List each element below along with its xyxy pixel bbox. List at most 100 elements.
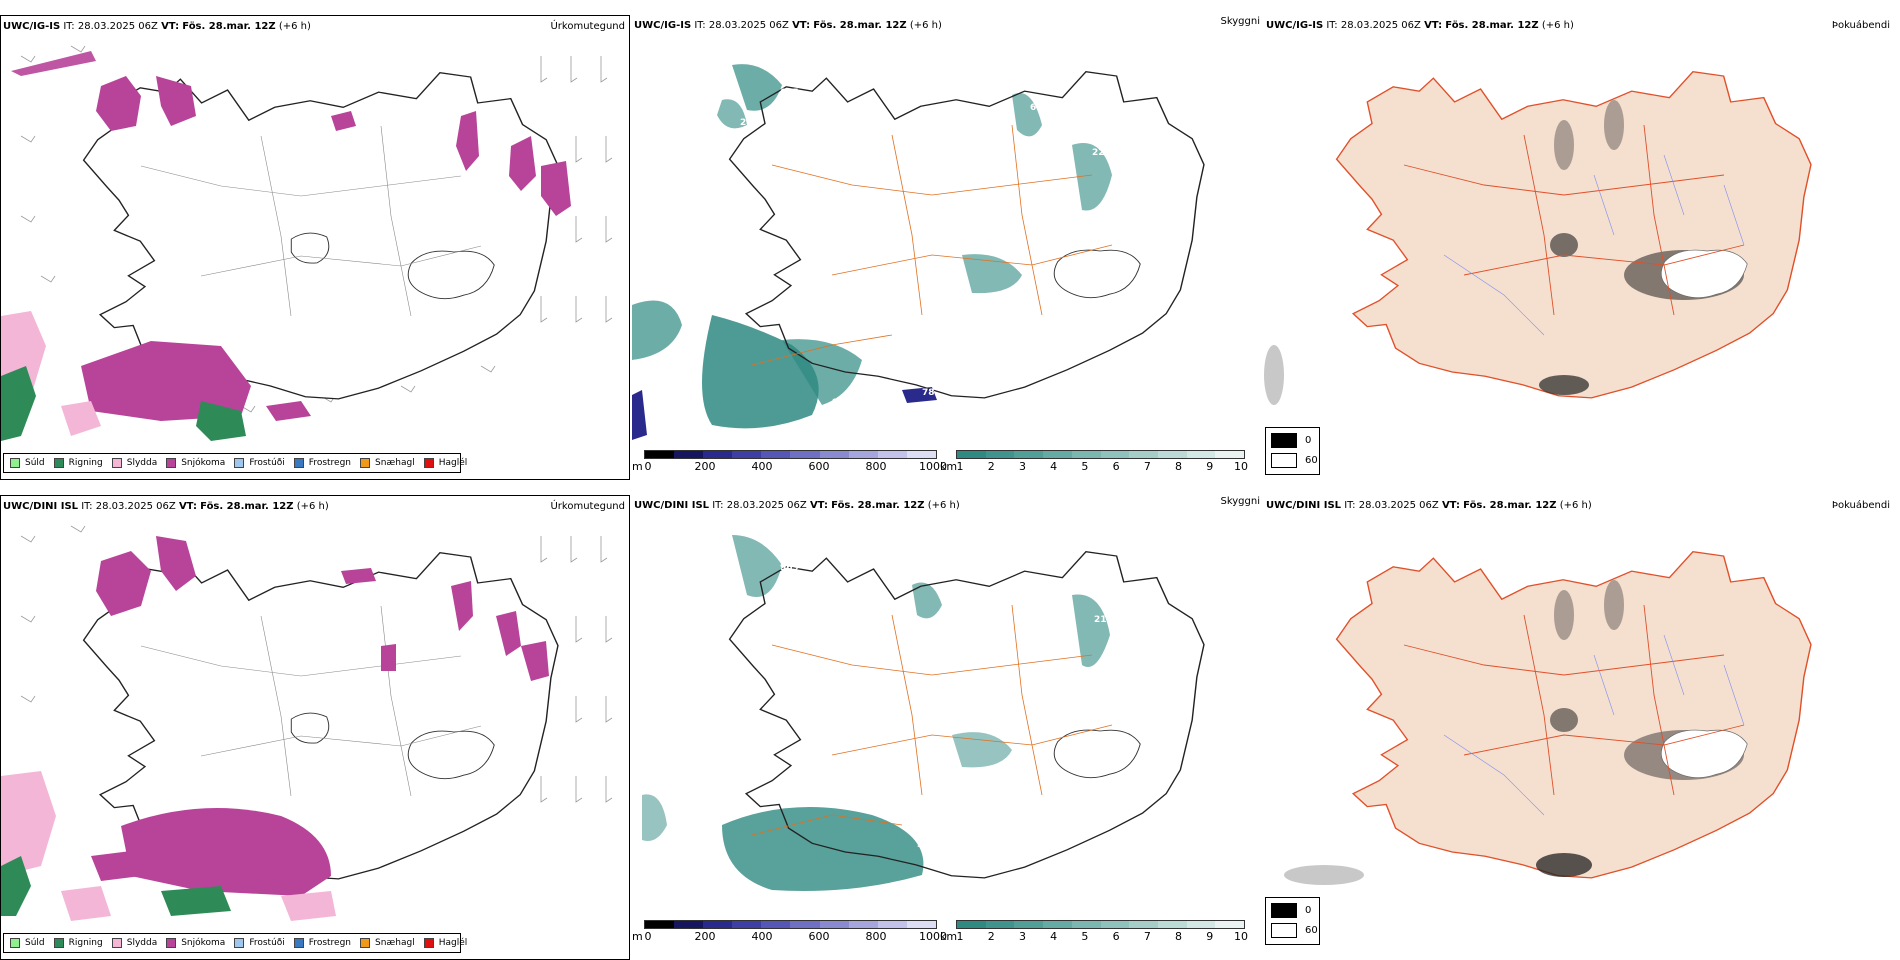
cloud-label: 969 <box>780 563 799 573</box>
roads <box>140 125 482 317</box>
legend-label: 60 <box>1305 455 1318 466</box>
legend-label: 0 <box>1305 905 1312 916</box>
colorbar-strip <box>956 920 1245 929</box>
panel-title: Úrkomutegund <box>550 21 625 32</box>
colorbar-tick-label: 9 <box>1206 930 1214 943</box>
visibility-areas <box>642 535 1110 891</box>
cloud-labels: 969 52 21 804 336 361 <box>780 563 1107 853</box>
legend-swatch <box>234 938 245 948</box>
colorbar-tick-label: 4 <box>1050 460 1058 473</box>
colorbar-tick-label: 200 <box>694 460 716 473</box>
rain-areas <box>1 366 246 441</box>
precip-legend-item: Frostúði <box>234 458 285 468</box>
precip-legend-item: Snjókoma <box>166 938 225 948</box>
legend-swatch <box>111 938 122 948</box>
legend-swatch <box>166 938 177 948</box>
fog-map-bottom <box>1284 551 1812 885</box>
precip-type-panel-top: UWC/IG-IS IT: 28.03.2025 06Z VT: Fös. 28… <box>0 15 630 480</box>
legend-swatch <box>293 938 304 948</box>
precip-legend-item: Súld <box>10 938 45 948</box>
legend-label: Snæhagl <box>375 458 415 468</box>
fog-legend-item: 0 <box>1271 903 1319 918</box>
legend-label: Haglél <box>438 458 468 468</box>
cloud-panel-top: 665 28 604 22 989 78 UWC/IG-IS IT: 28.03… <box>632 15 1262 480</box>
panel-title: Þokuábendi <box>1831 20 1890 31</box>
cloud-label: 28 <box>740 118 753 128</box>
legend-label: 60 <box>1305 925 1318 936</box>
fog-legend: 0 60 <box>1265 427 1320 475</box>
visibility-colorbar: km 1 2 3 4 5 6 7 8 9 10 <box>940 920 1248 944</box>
roads <box>751 604 1113 836</box>
legend-swatch <box>293 458 304 468</box>
legend-swatch <box>166 458 177 468</box>
legend-swatch <box>1271 903 1297 918</box>
precip-legend-item: Frostregn <box>293 938 352 948</box>
colorbar-tick-label: 1000 <box>919 460 947 473</box>
legend-swatch <box>1271 923 1297 938</box>
legend-label: Slydda <box>126 458 158 468</box>
colorbar-tick-label: 10 <box>1234 930 1248 943</box>
colorbar-tick-label: 8 <box>1175 930 1183 943</box>
cloud-label: 336 <box>917 840 936 850</box>
cloud-labels: 665 28 604 22 989 78 <box>740 88 1105 408</box>
colorbar-tick-label: 1000 <box>919 930 947 943</box>
precip-legend-item: Haglél <box>423 938 467 948</box>
legend-swatch <box>423 938 434 948</box>
cloud-label: 21 <box>1094 615 1107 625</box>
fog-legend: 0 60 <box>1265 897 1320 945</box>
cloud-panel-bottom: 969 52 21 804 336 361 UWC/DINI ISL IT: 2… <box>632 495 1262 950</box>
roads <box>1403 124 1745 316</box>
precip-legend-item: Snæhagl <box>360 458 415 468</box>
legend-label: Slydda <box>126 938 158 948</box>
colorbar-tick-label: 5 <box>1081 460 1089 473</box>
colorbar-strip <box>644 450 937 459</box>
fog-legend-item: 60 <box>1271 923 1319 938</box>
colorbar-tick-label: 4 <box>1050 930 1058 943</box>
visibility-areas <box>632 64 1112 429</box>
precip-legend-item: Súld <box>10 458 45 468</box>
colorbar-tick-label: 400 <box>751 930 773 943</box>
colorbar-unit: km <box>940 930 958 943</box>
sleet-areas <box>1 771 336 921</box>
fog-panel-bottom: UWC/DINI ISL IT: 28.03.2025 06Z VT: Fös.… <box>1264 495 1894 950</box>
cloudbase-areas <box>632 387 937 440</box>
cloud-label: 361 <box>933 843 952 853</box>
legend-swatch <box>10 938 20 948</box>
legend-label: Snjókoma <box>181 458 226 468</box>
legend-label: Rigning <box>68 938 103 948</box>
roads <box>751 124 1113 366</box>
roads <box>140 605 482 797</box>
colorbar-tick-label: 0 <box>644 460 652 473</box>
legend-swatch <box>111 458 122 468</box>
legend-label: Frostregn <box>308 938 352 948</box>
colorbar-tick-label: 0 <box>644 930 652 943</box>
cloud-label: 665 <box>780 88 799 98</box>
panel-title: Skyggni <box>1220 16 1260 27</box>
fog-legend-item: 60 <box>1271 453 1319 468</box>
colorbar-tick-label: 2 <box>987 930 995 943</box>
colorbar-tick-label: 2 <box>987 460 995 473</box>
rain-areas <box>1 856 231 916</box>
precip-legend-item: Snjókoma <box>166 458 225 468</box>
precip-legend: Súld Rigning Slydda Snjókoma Frostúði Frostre… <box>3 453 467 473</box>
legend-label: Snæhagl <box>375 938 415 948</box>
legend-label: Súld <box>25 938 45 948</box>
cloud-label: 989 <box>832 398 851 408</box>
legend-label: Frostregn <box>308 458 352 468</box>
colorbar-tick-label: 200 <box>694 930 716 943</box>
panel-title: Úrkomutegund <box>550 501 625 512</box>
legend-label: 0 <box>1305 435 1312 446</box>
fog-map-top <box>1264 71 1812 405</box>
colorbar-tick-label: 1 <box>956 930 964 943</box>
legend-swatch <box>360 938 371 948</box>
precip-legend-item: Slydda <box>111 458 158 468</box>
colorbar-tick-label: 9 <box>1206 460 1214 473</box>
rivers <box>1443 634 1745 816</box>
legend-swatch <box>1271 433 1297 448</box>
precip-type-panel-bottom: UWC/DINI ISL IT: 28.03.2025 06Z VT: Fös.… <box>0 495 630 960</box>
panel-header: UWC/IG-IS IT: 28.03.2025 06Z VT: Fös. 28… <box>1266 20 1574 31</box>
precip-legend-item: Slydda <box>111 938 158 948</box>
colorbar-unit: m <box>632 930 643 943</box>
colorbar-tick-label: 6 <box>1112 460 1120 473</box>
colorbar-tick-label: 7 <box>1143 930 1151 943</box>
